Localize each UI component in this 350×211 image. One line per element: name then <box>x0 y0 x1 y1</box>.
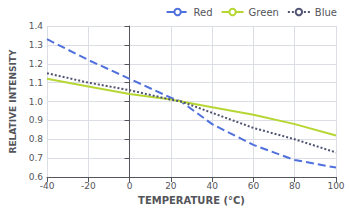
svg-text:20: 20 <box>165 181 177 191</box>
svg-text:Red: Red <box>194 7 213 18</box>
svg-text:0.8: 0.8 <box>29 134 44 144</box>
svg-text:-20: -20 <box>81 181 96 191</box>
svg-text:1.1: 1.1 <box>29 78 43 88</box>
svg-text:1.3: 1.3 <box>29 40 43 50</box>
svg-text:1.4: 1.4 <box>29 21 44 31</box>
svg-text:TEMPERATURE (°C): TEMPERATURE (°C) <box>138 195 245 206</box>
svg-text:80: 80 <box>289 181 301 191</box>
svg-text:RELATIVE INTENSITY: RELATIVE INTENSITY <box>8 49 18 153</box>
svg-text:-40: -40 <box>40 181 55 191</box>
svg-text:1.2: 1.2 <box>29 59 43 69</box>
svg-text:60: 60 <box>248 181 260 191</box>
svg-text:Green: Green <box>249 7 279 18</box>
svg-text:0.6: 0.6 <box>28 172 43 182</box>
svg-text:0: 0 <box>127 181 133 191</box>
svg-text:100: 100 <box>327 181 344 191</box>
svg-text:0.7: 0.7 <box>29 153 43 163</box>
svg-text:Blue: Blue <box>315 7 337 18</box>
svg-text:0.9: 0.9 <box>29 115 44 125</box>
svg-text:40: 40 <box>206 181 218 191</box>
svg-text:1.0: 1.0 <box>29 97 44 107</box>
